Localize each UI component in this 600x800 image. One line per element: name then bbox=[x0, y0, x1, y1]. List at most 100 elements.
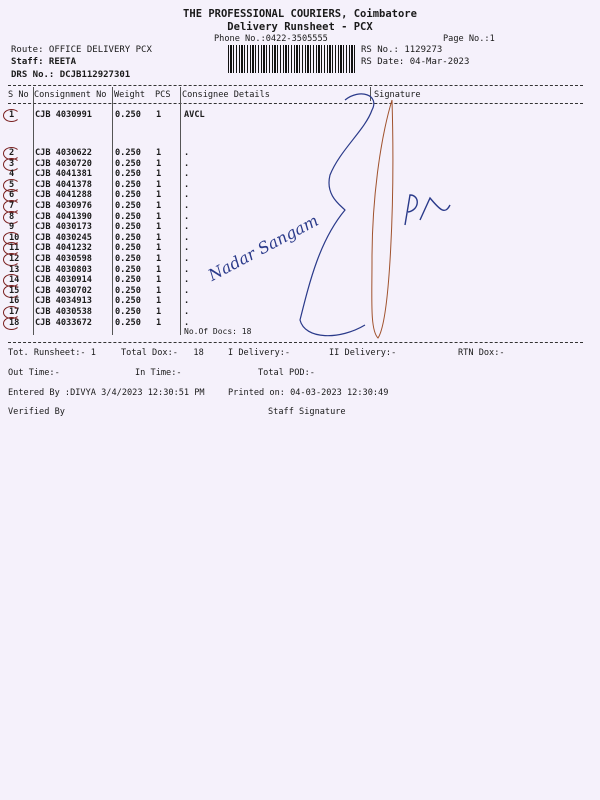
weight: 0.250 bbox=[115, 243, 141, 254]
consignee-details: AVCL bbox=[184, 110, 205, 120]
consignment-number: CJB 4041381 bbox=[35, 169, 92, 180]
consignee-details: . bbox=[184, 317, 190, 328]
pcs: 1 bbox=[156, 285, 162, 296]
consignment-number: CJB 4030173 bbox=[35, 222, 92, 233]
divider bbox=[8, 103, 583, 104]
pcs: 1 bbox=[156, 296, 162, 307]
handwritten-circle bbox=[3, 284, 20, 298]
divider bbox=[8, 85, 583, 86]
column-line bbox=[180, 87, 181, 335]
weight: 0.250 bbox=[115, 110, 141, 120]
staff-signature: Staff Signature bbox=[268, 407, 346, 417]
consignee-details: . bbox=[184, 243, 190, 254]
consignment-number: CJB 4034913 bbox=[35, 296, 92, 307]
staff: Staff: REETA bbox=[11, 57, 77, 67]
serial-number: 16 bbox=[9, 296, 20, 307]
consignment-number: CJB 4030622 bbox=[35, 148, 92, 158]
weight: 0.250 bbox=[115, 179, 141, 190]
col-pcs: PCS bbox=[155, 90, 171, 100]
pcs: 1 bbox=[156, 243, 162, 254]
handwritten-circle bbox=[3, 253, 20, 266]
weight: 0.250 bbox=[115, 190, 141, 201]
ii-delivery: II Delivery:- bbox=[329, 348, 397, 358]
pcs: 1 bbox=[156, 264, 162, 275]
pcs: 1 bbox=[156, 232, 162, 243]
consignee-details: . bbox=[184, 264, 190, 275]
weight: 0.250 bbox=[115, 222, 141, 233]
consignee-details: . bbox=[184, 222, 190, 233]
weight: 0.250 bbox=[115, 169, 141, 180]
pcs: 1 bbox=[156, 211, 162, 222]
no-of-docs: No.Of Docs: 18 bbox=[184, 327, 252, 336]
consignment-number: CJB 4030538 bbox=[35, 307, 92, 317]
weight: 0.250 bbox=[115, 211, 141, 222]
column-line bbox=[33, 87, 34, 335]
pcs: 1 bbox=[156, 201, 162, 211]
consignee-details: . bbox=[184, 148, 190, 158]
serial-number: 4 bbox=[9, 169, 15, 180]
column-line bbox=[112, 87, 113, 335]
consignment-number: CJB 4030245 bbox=[35, 232, 92, 243]
weight: 0.250 bbox=[115, 296, 141, 307]
consignee-details: . bbox=[184, 211, 190, 222]
verified-by: Verified By bbox=[8, 407, 65, 417]
total-pod: Total POD:- bbox=[258, 368, 315, 378]
consignee-details: . bbox=[184, 307, 190, 317]
weight: 0.250 bbox=[115, 158, 141, 169]
consignment-number: CJB 4041288 bbox=[35, 190, 92, 201]
pcs: 1 bbox=[156, 222, 162, 233]
phone-number: Phone No.:0422-3505555 bbox=[214, 34, 328, 44]
handwritten-circle bbox=[3, 109, 20, 122]
serial-number: 13 bbox=[9, 264, 20, 275]
page-number: Page No.:1 bbox=[443, 34, 495, 44]
handwritten-circle bbox=[3, 316, 20, 330]
consignment-number: CJB 4033672 bbox=[35, 317, 92, 328]
rtn-dox: RTN Dox:- bbox=[458, 348, 505, 358]
consignee-details: . bbox=[184, 254, 190, 264]
col-weight: Weight bbox=[114, 90, 146, 100]
rs-number: RS No.: 1129273 bbox=[361, 45, 443, 55]
divider bbox=[8, 342, 583, 343]
consignment-number: CJB 4041390 bbox=[35, 211, 92, 222]
weight: 0.250 bbox=[115, 254, 141, 264]
company-name: THE PROFESSIONAL COURIERS, Coimbatore bbox=[183, 8, 417, 20]
consignment-number: CJB 4030976 bbox=[35, 201, 92, 211]
weight: 0.250 bbox=[115, 201, 141, 211]
pcs: 1 bbox=[156, 110, 162, 120]
i-delivery: I Delivery:- bbox=[228, 348, 291, 358]
weight: 0.250 bbox=[115, 285, 141, 296]
column-line bbox=[370, 87, 371, 101]
printed-on: Printed on: 04-03-2023 12:30:49 bbox=[228, 388, 389, 398]
pcs: 1 bbox=[156, 148, 162, 158]
consignee-details: . bbox=[184, 285, 190, 296]
weight: 0.250 bbox=[115, 275, 141, 286]
consignee-details: . bbox=[184, 158, 190, 169]
pcs: 1 bbox=[156, 179, 162, 190]
col-consignment: Consignment No bbox=[34, 90, 107, 100]
consignment-number: CJB 4030803 bbox=[35, 264, 92, 275]
pcs: 1 bbox=[156, 275, 162, 286]
col-sno: S No bbox=[8, 90, 29, 100]
consignee-details: . bbox=[184, 169, 190, 180]
col-signature: Signature bbox=[374, 90, 421, 100]
pcs: 1 bbox=[156, 169, 162, 180]
in-time: In Time:- bbox=[135, 368, 182, 378]
document-title: Delivery Runsheet - PCX bbox=[227, 21, 373, 33]
barcode bbox=[228, 45, 355, 73]
pcs: 1 bbox=[156, 158, 162, 169]
consignment-number: CJB 4041378 bbox=[35, 179, 92, 190]
pcs: 1 bbox=[156, 307, 162, 317]
consignment-number: CJB 4030598 bbox=[35, 254, 92, 264]
weight: 0.250 bbox=[115, 232, 141, 243]
pcs: 1 bbox=[156, 254, 162, 264]
consignee-details: . bbox=[184, 275, 190, 286]
consignee-details: . bbox=[184, 232, 190, 243]
pcs: 1 bbox=[156, 317, 162, 328]
consignee-details: . bbox=[184, 296, 190, 307]
consignment-number: CJB 4030914 bbox=[35, 275, 92, 286]
pcs: 1 bbox=[156, 190, 162, 201]
handwritten-circle bbox=[3, 157, 20, 171]
weight: 0.250 bbox=[115, 264, 141, 275]
rs-date: RS Date: 04-Mar-2023 bbox=[361, 57, 470, 67]
